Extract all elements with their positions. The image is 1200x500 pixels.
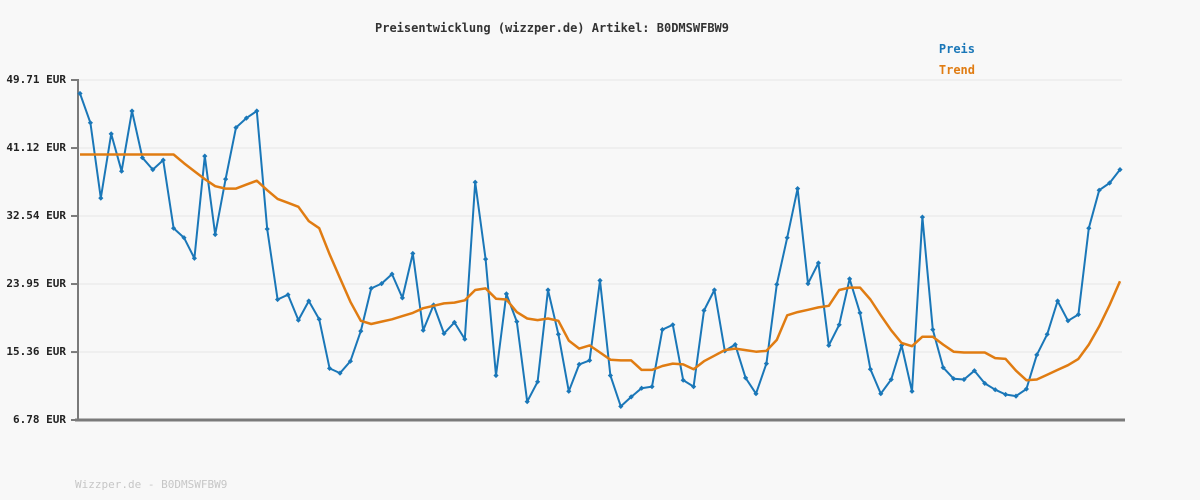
trend-line bbox=[80, 153, 1122, 382]
y-axis-label: 49.71 EUR bbox=[6, 73, 66, 86]
watermark-text: Wizzper.de - B0DMSWFBW9 bbox=[75, 478, 228, 491]
legend-item-trend: Trend bbox=[938, 63, 975, 77]
chart-legend: Preis Trend bbox=[855, 39, 975, 81]
y-axis-label: 41.12 EUR bbox=[6, 141, 66, 155]
y-axis-label: 32.54 EUR bbox=[6, 208, 66, 222]
legend-item-preis: Preis bbox=[938, 42, 975, 56]
price-line bbox=[79, 93, 1121, 408]
y-axis-label: 6.78 EUR bbox=[13, 413, 66, 426]
chart-title: Preisentwicklung (wizzper.de) Artikel: B… bbox=[375, 21, 730, 35]
y-axis-label: 15.36 EUR bbox=[6, 345, 66, 359]
y-axis-label: 23.95 EUR bbox=[6, 277, 66, 291]
